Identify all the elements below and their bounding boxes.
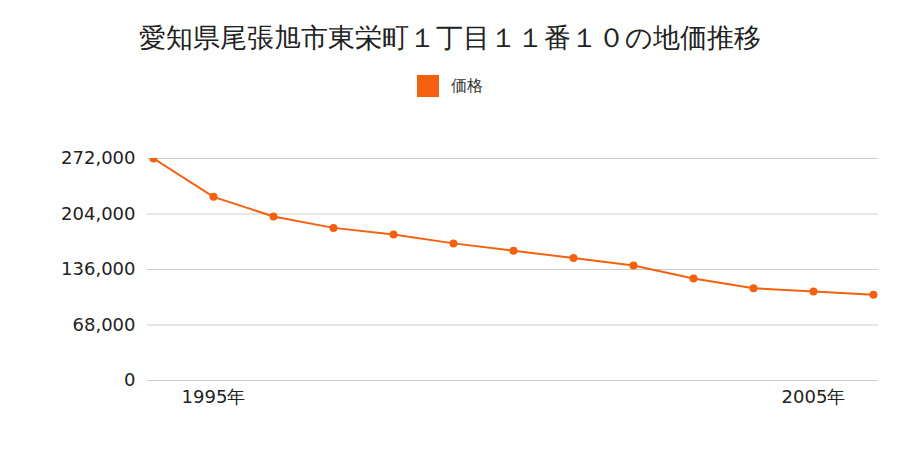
svg-text:136,000: 136,000 <box>61 258 135 279</box>
svg-text:204,000: 204,000 <box>61 203 135 224</box>
html-text:愛知県尾張旭市東栄町１丁目１１番１０の地価推移: 愛知県尾張旭市東栄町１丁目１１番１０の地価推移 <box>139 22 761 53</box>
svg-text:272,000: 272,000 <box>61 147 135 168</box>
html-text:価格: 価格 <box>451 75 483 95</box>
svg-text:2005年: 2005年 <box>782 386 846 407</box>
svg-text:1995年: 1995年 <box>182 386 246 407</box>
svg-text:0: 0 <box>124 369 135 390</box>
svg-text:68,000: 68,000 <box>73 314 136 335</box>
